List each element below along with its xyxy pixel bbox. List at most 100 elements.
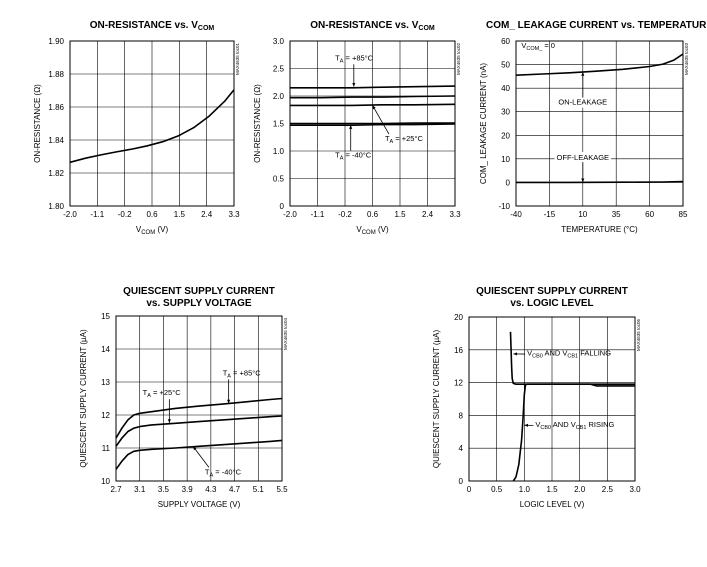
x-tick-label: 2.4 [422,210,434,219]
y-tick-label: 1.84 [48,136,64,145]
annotation-arrowhead [513,352,517,356]
y-tick-label: 10 [101,477,110,486]
annotation-arrowhead [524,423,529,427]
y-tick-label: -10 [498,202,510,211]
chart-code: MAX4635 toc04 [283,318,288,351]
y-tick-label: 3.0 [273,37,285,46]
y-tick-label: 1.5 [273,120,285,129]
y-tick-label: 20 [454,313,463,322]
series-line-1 [290,85,456,89]
x-tick-label: 10 [578,210,587,219]
annotation-label: TA = +85°C [335,53,374,64]
x-tick-label: -1.1 [311,210,325,219]
y-tick-label: 0 [459,477,464,486]
x-tick-label: -15 [544,210,556,219]
series-line-2 [290,95,456,99]
y-tick-label: 8 [459,411,464,420]
y-tick-label: 15 [101,312,110,321]
x-tick-label: -0.2 [338,210,352,219]
x-tick-label: 85 [679,210,688,219]
x-tick-label: 0.5 [491,485,503,494]
y-tick-label: 0 [280,202,285,211]
chart-code: MAX4635 toc05 [636,319,641,352]
x-axis-label: VCOM (V) [136,225,169,236]
chart-2: ON-RESISTANCE vs. VCOM -2.0 -1.1 -0.2 0.6 1.5… [253,20,461,236]
x-tick-label: 2.5 [602,485,614,494]
x-tick-label: -0.2 [118,210,132,219]
y-tick-label: 60 [501,37,510,46]
x-tick-label: 1.0 [519,485,531,494]
chart-title: ON-RESISTANCE vs. VCOM [310,20,435,32]
y-tick-label: 4 [459,444,464,453]
x-tick-label: 35 [612,210,621,219]
y-tick-label: 14 [101,345,110,354]
y-tick-label: 20 [501,131,510,140]
x-tick-label: 4.7 [229,485,241,494]
annotation-label: VCB0 AND VCB1 RISING [535,420,614,431]
y-tick-label: 1.80 [48,202,64,211]
series-line-1 [515,53,684,76]
x-axis-label: LOGIC LEVEL (V) [520,500,585,509]
series-line-2 [516,180,684,184]
annotation-label: VCOM_ = 0 [521,41,555,52]
x-tick-label: 2.0 [574,485,586,494]
y-tick-label: 1.0 [273,147,285,156]
y-tick-label: 50 [501,61,510,70]
y-axis-label: COM_ LEAKAGE CURRENT (nA) [479,63,488,185]
annotation-arrowhead [372,105,376,110]
y-tick-label: 40 [501,84,510,93]
y-axis-label: QUIESCENT SUPPLY CURRENT (µA) [432,330,441,469]
series-line-3 [290,103,456,107]
annotation-label: VCB0 AND VCB1 FALLING [527,349,611,360]
x-axis-label: VCOM (V) [356,225,389,236]
y-tick-label: 12 [101,411,110,420]
y-axis-label: ON-RESISTANCE (Ω) [33,84,42,163]
annotation-arrowhead [352,82,356,87]
chart-1: ON-RESISTANCE vs. VCOM -2.0 -1.1 -0.2 0.6 1.5… [33,20,240,236]
annotation-label: TA = +25°C [143,388,182,399]
x-tick-label: 2.7 [110,485,122,494]
x-tick-label: 1.5 [394,210,406,219]
x-tick-label: 3.9 [182,485,194,494]
y-tick-label: 0.5 [273,175,285,184]
series-line-2 [115,415,283,447]
chart-title: ON-RESISTANCE vs. VCOM [90,20,215,32]
plot-frame [468,316,636,482]
y-tick-label: 1.86 [48,103,64,112]
x-axis-label: TEMPERATURE (°C) [561,225,638,234]
series-line-2 [512,383,635,482]
y-tick-label: 1.90 [48,37,64,46]
y-tick-label: 1.88 [48,70,64,79]
annotation-label: TA = -40°C [335,151,372,162]
x-tick-label: 0.6 [146,210,158,219]
series-line-3 [115,439,283,470]
y-tick-label: 13 [101,378,110,387]
y-tick-label: 16 [454,346,463,355]
plot-frame [69,40,235,207]
chart-title: QUIESCENT SUPPLY CURRENT [476,286,628,297]
chart-code: MAX4635 toc01 [235,43,240,76]
plot-frame [515,40,684,207]
chart-title: COM_ LEAKAGE CURRENT vs. TEMPERATURE [486,20,707,31]
x-tick-label: 5.1 [253,485,265,494]
x-tick-label: 2.4 [201,210,213,219]
x-tick-label: 0.6 [367,210,379,219]
annotation-label: TA = -40°C [205,467,242,478]
chart-title-line2: vs. LOGIC LEVEL [510,298,593,309]
series-line-4 [290,122,455,125]
chart-title-line2: vs. SUPPLY VOLTAGE [146,298,252,309]
x-tick-label: 1.5 [174,210,186,219]
x-tick-label: 5.5 [276,485,288,494]
y-tick-label: 2.5 [273,65,285,74]
annotation-arrowhead [193,446,197,451]
series-line-5 [290,123,456,126]
x-tick-label: 3.0 [629,485,641,494]
annotation-arrowhead [167,419,171,423]
x-tick-label: 3.5 [158,485,170,494]
y-axis-label: ON-RESISTANCE (Ω) [253,84,262,163]
chart-code: MAX4635 toc02 [456,43,461,76]
y-tick-label: 2.0 [273,92,285,101]
x-tick-label: -40 [510,210,522,219]
